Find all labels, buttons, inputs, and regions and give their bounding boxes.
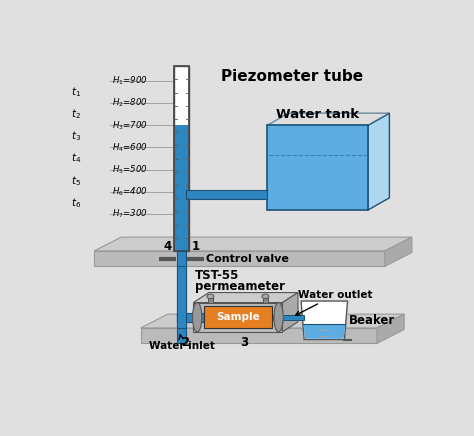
- Polygon shape: [301, 301, 347, 340]
- Text: $t_2$: $t_2$: [72, 107, 81, 121]
- Text: 1: 1: [191, 240, 200, 253]
- Text: $H_6$=400: $H_6$=400: [112, 186, 148, 198]
- Text: 3: 3: [240, 337, 248, 349]
- Text: TST-55: TST-55: [195, 269, 239, 283]
- Polygon shape: [141, 314, 404, 328]
- Text: $H_1$=900: $H_1$=900: [112, 75, 148, 87]
- Ellipse shape: [192, 303, 202, 332]
- Text: $t_6$: $t_6$: [71, 196, 82, 210]
- Bar: [267, 126, 368, 210]
- Bar: [186, 190, 267, 199]
- Bar: [174, 66, 190, 251]
- Polygon shape: [385, 237, 412, 266]
- Polygon shape: [368, 113, 390, 210]
- Bar: [273, 315, 304, 320]
- Text: $t_1$: $t_1$: [71, 85, 82, 99]
- Polygon shape: [193, 293, 298, 303]
- Polygon shape: [283, 293, 298, 332]
- Text: $H_2$=800: $H_2$=800: [112, 97, 148, 109]
- Text: Water outlet: Water outlet: [296, 290, 373, 315]
- Bar: [175, 125, 189, 251]
- Text: $H_7$=300: $H_7$=300: [112, 208, 148, 220]
- Text: Control valve: Control valve: [206, 254, 289, 264]
- Bar: [263, 296, 268, 303]
- Text: $t_3$: $t_3$: [71, 129, 82, 143]
- Bar: [204, 307, 272, 328]
- Bar: [193, 303, 283, 332]
- Polygon shape: [94, 237, 412, 251]
- Text: $H_4$=600: $H_4$=600: [112, 141, 148, 154]
- Text: $H_3$=700: $H_3$=700: [112, 119, 148, 132]
- Text: permeameter: permeameter: [195, 280, 285, 293]
- Bar: [174, 66, 190, 251]
- Polygon shape: [141, 328, 377, 344]
- Text: Water tank: Water tank: [276, 108, 359, 121]
- Text: 4: 4: [164, 240, 172, 253]
- Polygon shape: [377, 314, 404, 344]
- Ellipse shape: [274, 303, 283, 332]
- Bar: [177, 313, 204, 322]
- Bar: [208, 296, 213, 303]
- Bar: [177, 313, 186, 322]
- Text: Water inlet: Water inlet: [149, 335, 215, 351]
- Polygon shape: [267, 113, 390, 126]
- Text: $t_4$: $t_4$: [71, 152, 82, 166]
- Text: $H_5$=500: $H_5$=500: [112, 164, 148, 176]
- Text: $t_5$: $t_5$: [71, 174, 82, 187]
- Text: 2: 2: [181, 337, 189, 349]
- Ellipse shape: [262, 294, 269, 299]
- Bar: [177, 266, 186, 328]
- Text: Sample: Sample: [216, 312, 260, 322]
- Text: Beaker: Beaker: [349, 314, 395, 327]
- Polygon shape: [303, 324, 345, 339]
- Bar: [177, 251, 186, 344]
- Polygon shape: [94, 251, 385, 266]
- Text: Piezometer tube: Piezometer tube: [221, 69, 363, 84]
- Ellipse shape: [207, 294, 214, 299]
